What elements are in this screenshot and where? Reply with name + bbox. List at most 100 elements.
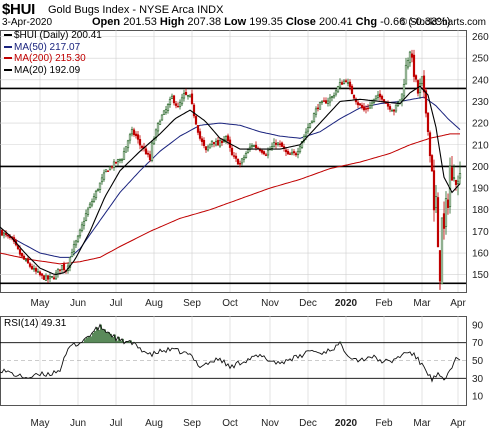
candle-body [218, 139, 222, 147]
candle-body [348, 81, 352, 87]
candle-body [124, 146, 128, 153]
candle-body [232, 155, 236, 157]
candle-body [126, 140, 130, 149]
candle-body [98, 182, 102, 190]
candle-body [276, 142, 280, 145]
high-value: 207.38 [187, 16, 222, 28]
candle-body [274, 142, 278, 145]
candle-body [388, 106, 392, 110]
candle-body [344, 80, 348, 83]
x-axis-tick: May [31, 418, 50, 428]
candle-body [176, 105, 180, 108]
candle-body [96, 189, 100, 191]
candle-body [408, 51, 412, 64]
candle-body [308, 123, 312, 128]
candle-body [50, 276, 54, 278]
close-value: 200.41 [318, 16, 353, 28]
candle-body [324, 100, 328, 104]
x-axis-tick: Apr [450, 298, 466, 309]
candle-body [76, 235, 80, 242]
candle-body [246, 149, 250, 153]
candle-body [202, 140, 206, 146]
open-value: 201.53 [123, 16, 157, 28]
candle-body [128, 134, 132, 141]
candle-body [168, 98, 172, 105]
chg-value: -0.66 (-0.33%) [380, 16, 451, 28]
candle-body [380, 95, 384, 100]
candle-body [316, 107, 320, 110]
candle-body [194, 116, 198, 125]
candle-body [290, 152, 294, 155]
candle-body [412, 54, 416, 77]
candle-body [68, 257, 72, 268]
candle-body [118, 159, 122, 161]
x-axis-tick: Oct [222, 298, 238, 309]
candle-body [432, 170, 436, 211]
candle-body [156, 123, 160, 132]
candle-body [330, 96, 334, 98]
candle-body [272, 142, 276, 148]
candle-body [450, 167, 454, 181]
candle-body [346, 82, 350, 84]
candle-body [206, 146, 210, 151]
candle-body [244, 153, 248, 158]
candle-body [122, 151, 126, 160]
candle-body [216, 140, 220, 146]
candle-body [90, 201, 94, 206]
close-label: Close [285, 16, 316, 28]
candle-body [286, 151, 290, 155]
candle-body [336, 86, 340, 93]
ohlc-readout: Open 201.53 High 207.38 Low 199.35 Close… [92, 16, 450, 28]
candle-body [458, 173, 462, 179]
candle-body [456, 180, 460, 184]
candle-body [366, 107, 370, 110]
candle-body [6, 234, 10, 237]
price-panel-frame [0, 30, 467, 293]
candle-body [30, 266, 34, 270]
price-axis-tick: 210 [472, 140, 489, 151]
candle-body [0, 229, 4, 236]
candle-body [284, 149, 288, 153]
candle-body [368, 105, 372, 109]
price-axis-tick: 160 [472, 249, 489, 260]
x-axis-tick: Feb [375, 298, 393, 309]
candle-body [82, 221, 86, 226]
candle-body [300, 140, 304, 148]
candle-body [2, 232, 6, 236]
candle-body [422, 75, 426, 93]
candle-body [26, 258, 30, 264]
candle-body [296, 150, 300, 155]
rsi-axis-tick: 70 [472, 338, 484, 349]
candle-body [394, 104, 398, 112]
x-axis-tick: Aug [145, 418, 163, 428]
candle-body [72, 244, 76, 252]
candle-body [44, 275, 48, 281]
rsi-panel-frame [0, 316, 467, 406]
candle-body [138, 139, 142, 146]
candle-body [148, 154, 152, 161]
candle-body [318, 102, 322, 110]
x-axis-tick: Jun [70, 418, 86, 428]
candle-body [378, 93, 382, 98]
candle-body [304, 131, 308, 137]
candle-body [298, 146, 302, 153]
candle-body [110, 166, 114, 168]
candle-body [210, 140, 214, 145]
candle-body [60, 265, 64, 270]
candle-body [280, 142, 284, 147]
candle-body [370, 102, 374, 106]
candle-body [146, 152, 150, 155]
x-axis-tick: Mar [413, 418, 431, 428]
candle-body [446, 199, 450, 208]
candle-body [444, 198, 448, 227]
candle-body [70, 252, 74, 258]
candle-body [214, 141, 218, 146]
candle-body [56, 269, 60, 275]
candle-body [442, 213, 446, 229]
x-axis-tick: Jun [70, 298, 86, 309]
candle-body [106, 170, 110, 172]
candle-body [20, 252, 24, 257]
candle-body [108, 166, 112, 171]
price-axis-tick: 230 [472, 97, 489, 108]
